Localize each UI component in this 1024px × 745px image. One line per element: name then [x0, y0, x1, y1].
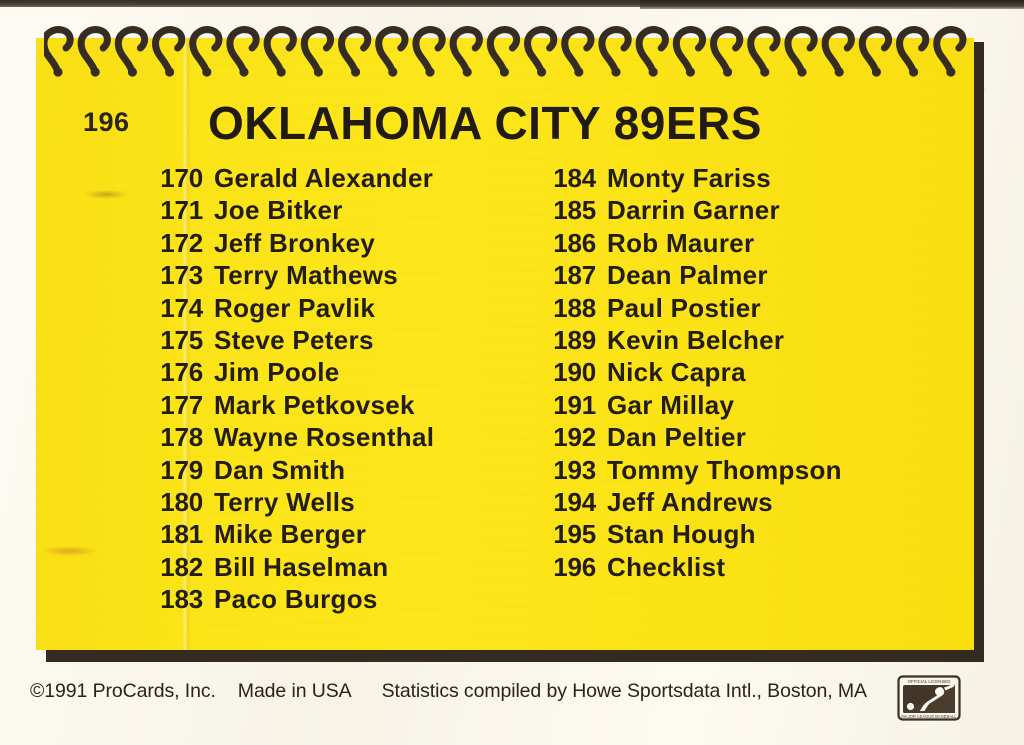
checklist-row-name: Dan Peltier [607, 422, 747, 453]
checklist-row: 173 Terry Mathews [145, 260, 434, 292]
checklist-row-name: Stan Hough [607, 519, 756, 550]
footer: ©1991 ProCards, Inc. Made in USA Statist… [30, 678, 890, 704]
checklist-row-number: 181 [160, 519, 203, 550]
checklist-row-number: 193 [553, 454, 596, 485]
checklist-row-number: 180 [160, 486, 203, 517]
checklist-row-name: Paco Burgos [214, 584, 378, 615]
checklist-row: 192 Dan Peltier [538, 422, 842, 454]
checklist-row: 194 Jeff Andrews [538, 487, 842, 519]
checklist-row-number: 185 [553, 195, 596, 226]
checklist-row-name: Jeff Andrews [607, 486, 773, 517]
checklist-row-name: Darrin Garner [607, 195, 780, 226]
checklist-row-name: Mark Petkovsek [214, 389, 415, 420]
checklist-row: 174 Roger Pavlik [145, 293, 434, 325]
checklist-row-name: Terry Wells [214, 486, 356, 517]
checklist-row-number: 191 [553, 389, 596, 420]
checklist-row-number: 176 [160, 357, 203, 388]
checklist-row-name: Wayne Rosenthal [214, 422, 435, 453]
checklist-row-number: 192 [553, 422, 596, 453]
checklist-row: 175 Steve Peters [145, 325, 434, 357]
checklist-row-name: Steve Peters [214, 324, 374, 355]
checklist-row-number: 171 [160, 195, 203, 226]
checklist-row-number: 187 [553, 260, 596, 291]
checklist-row-name: Paul Postier [607, 292, 761, 323]
checklist-row-name: Roger Pavlik [214, 292, 376, 323]
scan-edge-top-right [640, 0, 1024, 9]
mlb-logo-top-text: OFFICIAL LICENSED [908, 679, 951, 684]
checklist-row: 189 Kevin Belcher [538, 325, 842, 357]
checklist-row: 195 Stan Hough [538, 519, 842, 551]
checklist-row-number: 195 [553, 519, 596, 550]
checklist-row: 187 Dean Palmer [538, 260, 842, 292]
checklist-row: 176 Jim Poole [145, 357, 434, 389]
card-number: 196 [83, 107, 130, 137]
checklist-left-column: 170 Gerald Alexander 171 Joe Bitker 172 Jeff … [145, 163, 434, 616]
checklist-row: 186 Rob Maurer [538, 228, 842, 260]
checklist-row-number: 194 [553, 486, 596, 517]
checklist-row-number: 177 [160, 389, 203, 420]
checklist-row: 180 Terry Wells [145, 487, 434, 519]
checklist-row: 177 Mark Petkovsek [145, 390, 434, 422]
checklist-row: 171 Joe Bitker [145, 195, 434, 227]
checklist-row-name: Monty Fariss [607, 163, 771, 193]
checklist-row-name: Kevin Belcher [607, 324, 785, 355]
mlb-logo-bottom-text: MAJOR LEAGUE BASEBALL [901, 714, 957, 719]
checklist-row: 170 Gerald Alexander [145, 163, 434, 195]
checklist-row-name: Joe Bitker [214, 195, 343, 226]
checklist-row-name: Gerald Alexander [214, 163, 434, 193]
checklist-row: 182 Bill Haselman [145, 552, 434, 584]
checklist-row-name: Jeff Bronkey [214, 227, 376, 258]
checklist-row-number: 196 [553, 551, 596, 582]
checklist-row-number: 174 [160, 292, 203, 323]
checklist-row: 184 Monty Fariss [538, 163, 842, 195]
checklist-row-name: Gar Millay [607, 389, 735, 420]
footer-copyright: ©1991 ProCards, Inc. [30, 679, 216, 702]
checklist-row-number: 189 [553, 324, 596, 355]
page-title: OKLAHOMA CITY 89ERS [208, 97, 762, 149]
checklist-row: 191 Gar Millay [538, 390, 842, 422]
footer-made-in: Made in USA [237, 679, 352, 702]
checklist-row-number: 188 [553, 292, 596, 323]
checklist-row-number: 173 [160, 260, 203, 291]
checklist-row: 185 Darrin Garner [538, 195, 842, 227]
checklist-row-name: Bill Haselman [214, 551, 389, 582]
checklist-row-number: 182 [160, 551, 203, 582]
mlb-logo-icon: OFFICIAL LICENSED MAJOR LEAGUE BASEBALL [897, 675, 961, 721]
checklist-row-name: Rob Maurer [607, 227, 755, 258]
checklist-row: 193 Tommy Thompson [538, 455, 842, 487]
checklist-row-name: Tommy Thompson [607, 454, 842, 485]
checklist-row: 178 Wayne Rosenthal [145, 422, 434, 454]
paper-smudge [84, 190, 128, 199]
checklist-row: 183 Paco Burgos [145, 584, 434, 616]
checklist-row-number: 184 [553, 163, 596, 193]
checklist-row: 172 Jeff Bronkey [145, 228, 434, 260]
checklist-row-name: Dan Smith [214, 454, 346, 485]
checklist-row-number: 186 [553, 227, 596, 258]
checklist-row-name: Terry Mathews [214, 260, 399, 291]
checklist-row-name: Checklist [607, 551, 726, 582]
footer-statistics-credit: Statistics compiled by Howe Sportsdata I… [381, 679, 867, 702]
checklist-row-number: 179 [160, 454, 203, 485]
checklist-row-name: Mike Berger [214, 519, 367, 550]
checklist-row: 179 Dan Smith [145, 455, 434, 487]
checklist-right-column: 184 Monty Fariss 185 Darrin Garner 186 Rob Ma… [538, 163, 842, 584]
checklist-row: 190 Nick Capra [538, 357, 842, 389]
checklist-row-number: 190 [553, 357, 596, 388]
checklist-row-number: 172 [160, 227, 203, 258]
checklist-row: 196 Checklist [538, 552, 842, 584]
checklist-row-number: 183 [160, 584, 203, 615]
checklist-row-name: Jim Poole [214, 357, 340, 388]
checklist-row: 188 Paul Postier [538, 293, 842, 325]
scan-edge-top [0, 0, 1024, 7]
paper-smudge [42, 546, 98, 556]
checklist-row-number: 178 [160, 422, 203, 453]
checklist-row-number: 175 [160, 324, 203, 355]
checklist-row-name: Nick Capra [607, 357, 746, 388]
checklist-row: 181 Mike Berger [145, 519, 434, 551]
checklist-row-name: Dean Palmer [607, 260, 768, 291]
checklist-row-number: 170 [160, 163, 203, 193]
